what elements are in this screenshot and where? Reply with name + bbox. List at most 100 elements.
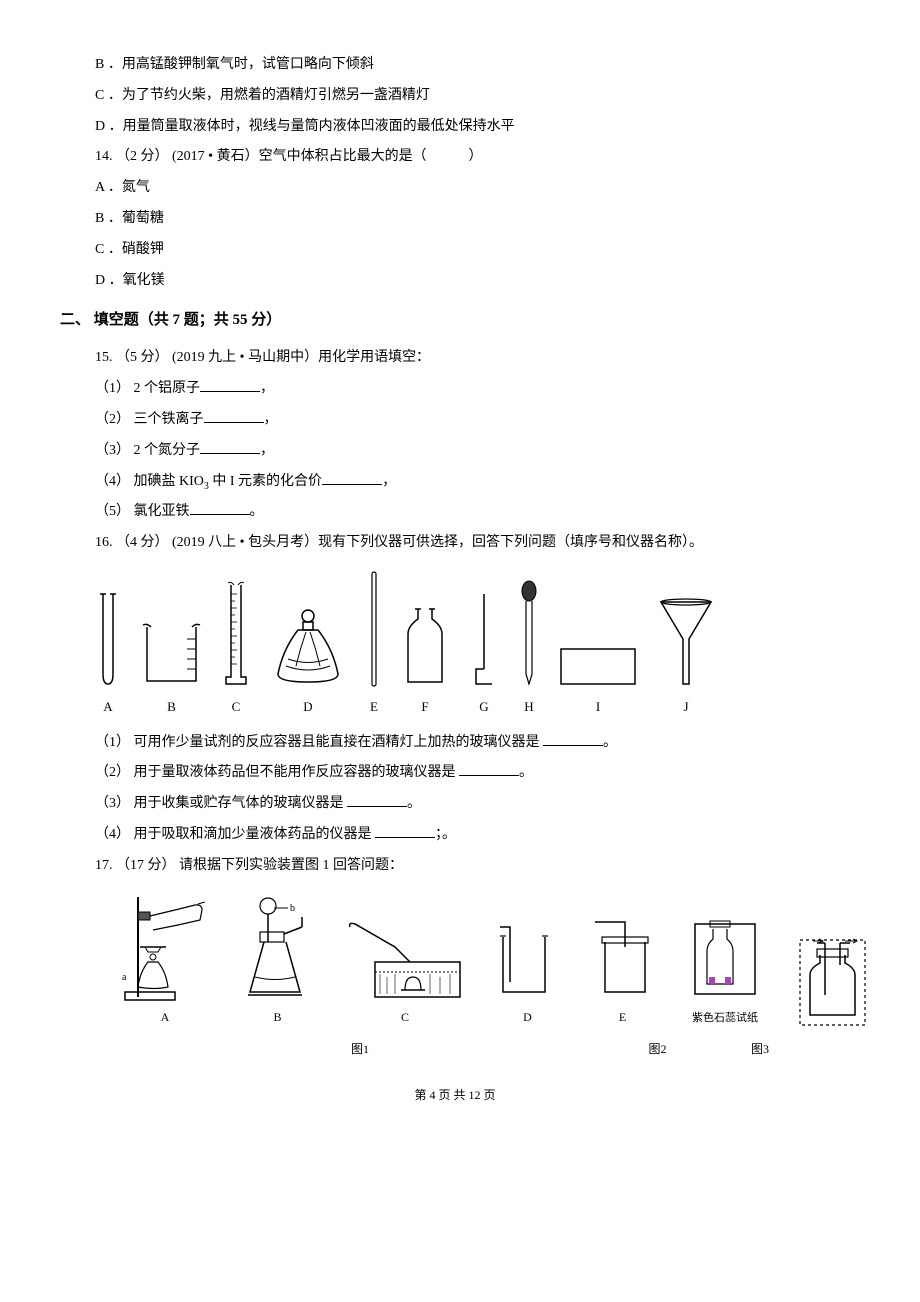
blank-input[interactable]	[190, 501, 250, 515]
fig3-caption: 图3	[715, 1036, 805, 1062]
blank-input[interactable]	[200, 378, 260, 392]
q15-sub2: （2） 三个铁离子 ，	[60, 405, 850, 436]
purple-litmus-label: 紫色石蕊试纸	[692, 1006, 758, 1030]
funnel-icon	[656, 594, 716, 689]
apparatus-b: B	[139, 619, 204, 722]
q15-s1-pre: （1） 2 个铝原子	[95, 381, 200, 396]
q14-option-c: C ．硝酸钾	[60, 235, 850, 266]
q15-s4-formula: KIO	[179, 474, 204, 489]
q16-s1-pre: （1） 可用作少量试剂的反应容器且能直接在酒精灯上加热的玻璃仪器是	[95, 735, 543, 750]
apparatus-e: E	[366, 569, 382, 722]
option-d: D ．用量筒量取液体时，视线与量筒内液体凹液面的最低处保持水平	[60, 112, 850, 143]
apparatus-c: C	[222, 579, 250, 722]
q17-stem: 17. （17 分） 请根据下列实验装置图 1 回答问题：	[60, 851, 850, 882]
q16-s4-pre: （4） 用于吸取和滴加少量液体药品的仪器是	[95, 827, 375, 842]
apparatus-d: D	[268, 604, 348, 722]
q14-stem: 14. （2 分） (2017 • 黄石）空气中体积占比最大的是（ ）	[60, 142, 850, 173]
apparatus-setup-b: b B	[240, 892, 315, 1030]
heating-setup-icon: a	[120, 892, 210, 1002]
apparatus-setup-d: D	[495, 912, 560, 1030]
q14-option-b: B ．葡萄糖	[60, 204, 850, 235]
gas-flow-bottle-icon	[795, 935, 870, 1030]
apparatus-setup-a: a A	[120, 892, 210, 1030]
figure-caption-row: 图1 图2 图3	[60, 1036, 850, 1062]
option-b: B ．用高锰酸钾制氧气时，试管口略向下倾斜	[60, 50, 850, 81]
q15-s5-post: 。	[250, 504, 264, 519]
label-f: F	[421, 693, 428, 722]
q16-s3-post: 。	[407, 796, 421, 811]
label-i: I	[596, 693, 600, 722]
apparatus-setup-c: C	[345, 912, 465, 1030]
blank-input[interactable]	[543, 732, 603, 746]
q15-s1-post: ，	[260, 381, 274, 396]
label-h: H	[524, 693, 533, 722]
label-setup-d: D	[523, 1004, 532, 1030]
blank-input[interactable]	[459, 762, 519, 776]
gas-bottle-icon	[400, 604, 450, 689]
label-setup-a: A	[161, 1004, 170, 1030]
q15-s4-mid: 中 I 元素的化合价	[209, 474, 322, 489]
apparatus-a: A	[95, 589, 121, 722]
blank-input[interactable]	[200, 440, 260, 454]
apparatus-setup-e: E	[590, 912, 655, 1030]
dropper-icon	[518, 579, 540, 689]
q16-sub4: （4） 用于吸取和滴加少量液体药品的仪器是 ；。	[60, 820, 850, 851]
test-tube-icon	[95, 589, 121, 689]
water-collection-icon	[345, 912, 465, 1002]
beaker-icon	[139, 619, 204, 689]
label-c: C	[232, 693, 241, 722]
upward-collection-icon	[495, 912, 560, 1002]
apparatus-i: I	[558, 644, 638, 722]
section-2-heading: 二、 填空题（共 7 题；共 55 分）	[60, 304, 850, 337]
label-j: J	[683, 693, 688, 722]
label-e: E	[370, 693, 378, 722]
q16-s1-post: 。	[603, 735, 617, 750]
svg-text:b: b	[290, 903, 295, 914]
blank-input[interactable]	[375, 824, 435, 838]
q14-option-a: A ．氮气	[60, 173, 850, 204]
alcohol-lamp-icon	[268, 604, 348, 689]
apparatus-h: H	[518, 579, 540, 722]
q15-stem: 15. （5 分） (2019 九上 • 马山期中）用化学用语填空：	[60, 343, 850, 374]
q16-stem: 16. （4 分） (2019 八上 • 包头月考）现有下列仪器可供选择，回答下…	[60, 528, 850, 559]
q17-diagram-row: a A b B	[60, 882, 850, 1036]
glass-rod-icon	[366, 569, 382, 689]
q16-s2-post: 。	[519, 765, 533, 780]
svg-text:a: a	[122, 972, 127, 983]
page-footer: 第 4 页 共 12 页	[60, 1082, 850, 1108]
q16-s2-pre: （2） 用于量取液体药品但不能用作反应容器的玻璃仪器是	[95, 765, 459, 780]
downward-collection-icon	[590, 912, 655, 1002]
q16-s4-post: ；。	[435, 827, 456, 842]
label-b: B	[167, 693, 176, 722]
spoon-icon	[468, 589, 500, 689]
figure-3	[795, 935, 870, 1030]
q15-s5-pre: （5） 氯化亚铁	[95, 504, 190, 519]
q15-s3-pre: （3） 2 个氮分子	[95, 443, 200, 458]
label-setup-c: C	[401, 1004, 409, 1030]
q15-s3-post: ，	[260, 443, 274, 458]
flask-funnel-icon: b	[240, 892, 315, 1002]
figure-2: 紫色石蕊试纸	[685, 909, 765, 1030]
q16-s3-pre: （3） 用于收集或贮存气体的玻璃仪器是	[95, 796, 347, 811]
q15-sub1: （1） 2 个铝原子 ，	[60, 374, 850, 405]
blank-input[interactable]	[204, 409, 264, 423]
label-g: G	[479, 693, 488, 722]
q16-sub2: （2） 用于量取液体药品但不能用作反应容器的玻璃仪器是 。	[60, 758, 850, 789]
blank-input[interactable]	[322, 471, 382, 485]
apparatus-f: F	[400, 604, 450, 722]
q15-s4-post: ，	[382, 474, 396, 489]
q15-sub5: （5） 氯化亚铁 。	[60, 497, 850, 528]
label-setup-e: E	[619, 1004, 626, 1030]
q15-sub3: （3） 2 个氮分子 ，	[60, 436, 850, 467]
q15-s2-pre: （2） 三个铁离子	[95, 412, 204, 427]
q15-s4-pre: （4） 加碘盐	[95, 474, 179, 489]
q16-diagram-row: A B C	[60, 559, 850, 728]
apparatus-g: G	[468, 589, 500, 722]
q14-option-d: D ．氧化镁	[60, 266, 850, 297]
q15-s2-post: ，	[264, 412, 278, 427]
apparatus-j: J	[656, 594, 716, 722]
litmus-bottle-icon	[685, 909, 765, 1004]
label-setup-b: B	[273, 1004, 281, 1030]
graduated-cylinder-icon	[222, 579, 250, 689]
blank-input[interactable]	[347, 793, 407, 807]
